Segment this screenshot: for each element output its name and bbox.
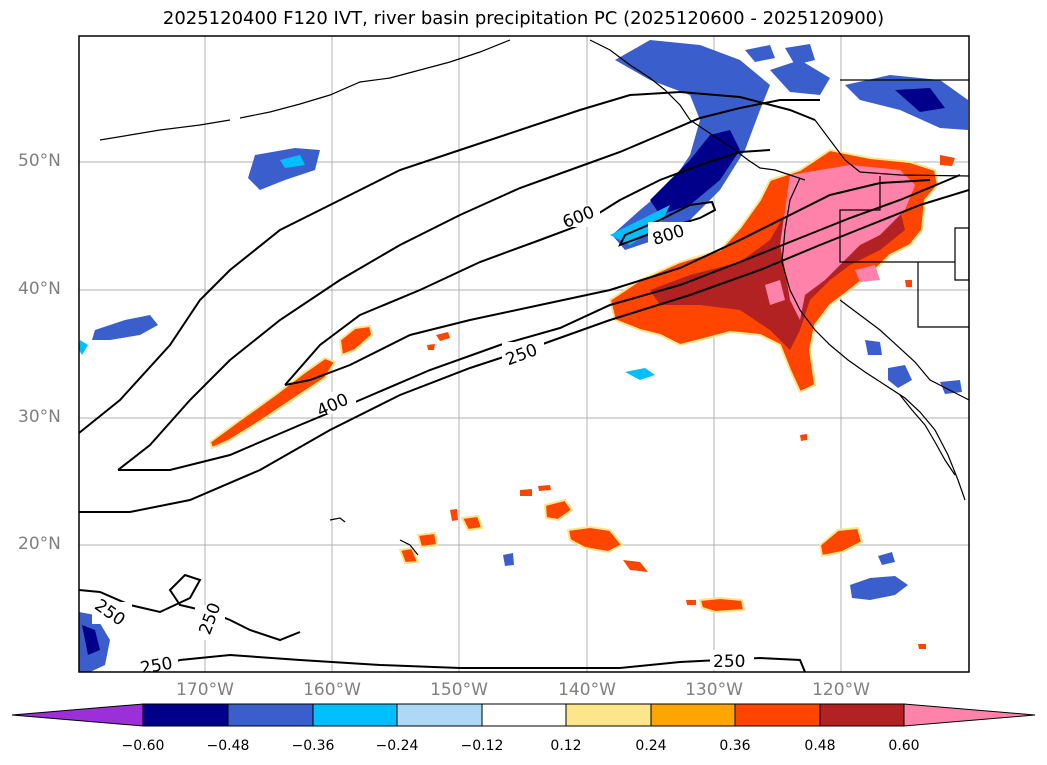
- colorbar-tick-7: 0.24: [635, 738, 667, 754]
- lat-label-30n: 30°N: [18, 407, 61, 427]
- colorbar-bin-4: [396, 703, 483, 727]
- map-frame: [78, 35, 970, 673]
- colorbar-tick-2: −0.48: [206, 738, 250, 754]
- bc-coast: [589, 39, 806, 181]
- colorbar-tick-3: −0.36: [291, 738, 335, 754]
- lon-label-170w: 170°W: [176, 680, 234, 700]
- lat-label-50n: 50°N: [18, 151, 61, 171]
- utah-box: [954, 227, 969, 281]
- colorbar-bin-1: [142, 703, 229, 727]
- lon-label-140w: 140°W: [558, 680, 616, 700]
- ivt-contour-250-north: [79, 90, 816, 434]
- colorbar-bin-9: [819, 703, 905, 727]
- coastlines: [99, 39, 969, 556]
- colorbar-tick-6: 0.12: [550, 738, 582, 754]
- colorbar-extend-low: [11, 703, 144, 727]
- ivt-contour-250-bottom: [139, 653, 806, 672]
- california-border: [839, 299, 969, 401]
- nevada-border: [917, 262, 969, 328]
- ivt-contour-400-south: [118, 174, 961, 471]
- colorbar-bin-7: [650, 703, 736, 727]
- canada-us-border: [814, 119, 969, 177]
- lon-label-130w: 130°W: [685, 680, 743, 700]
- colorbar-tick-8: 0.36: [719, 738, 751, 754]
- lat-label-40n: 40°N: [18, 279, 61, 299]
- colorbar-extend-high: [903, 703, 1036, 727]
- colorbar-tick-9: 0.48: [804, 738, 836, 754]
- us-west-coast: [781, 177, 966, 501]
- aleutian-islands: [99, 119, 231, 141]
- colorbar-bin-3: [312, 703, 398, 727]
- colorbar-tick-1: −0.60: [121, 738, 165, 754]
- colorbar: [11, 703, 1036, 727]
- lon-label-150w: 150°W: [430, 680, 488, 700]
- colorbar-tick-5: −0.12: [460, 738, 504, 754]
- colorbar-bin-8: [734, 703, 821, 727]
- ivt-contour-600-south: [284, 179, 931, 386]
- lon-label-160w: 160°W: [303, 680, 361, 700]
- baja-coast: [899, 394, 956, 476]
- contour-label-250-bottom-right: 250: [713, 652, 745, 672]
- colorbar-bin-5: [481, 703, 567, 727]
- ivt-contour-600-north: [284, 149, 771, 386]
- lon-label-120w: 120°W: [812, 680, 870, 700]
- ivt-contours: [79, 90, 969, 672]
- alaska-peninsula-coast: [239, 39, 511, 119]
- positive-pc-shading: [208, 148, 955, 649]
- contour-label-250-bottom-left: 250: [139, 654, 174, 679]
- small-islands: [329, 517, 346, 523]
- lat-label-20n: 20°N: [18, 534, 61, 554]
- ivt-contour-250-sw: [79, 573, 301, 642]
- map-title: 2025120400 F120 IVT, river basin precipi…: [162, 8, 885, 29]
- ivt-contour-400-north: [117, 99, 820, 471]
- colorbar-tick-10: 0.60: [888, 738, 920, 754]
- colorbar-bin-6: [565, 703, 652, 727]
- colorbar-bin-2: [227, 703, 314, 727]
- colorbar-tick-4: −0.24: [375, 738, 419, 754]
- hawaii-islands: [399, 539, 419, 556]
- us-state-border: [839, 176, 955, 263]
- map-layers: 600 800 400 250 250 250 250 250: [79, 36, 969, 679]
